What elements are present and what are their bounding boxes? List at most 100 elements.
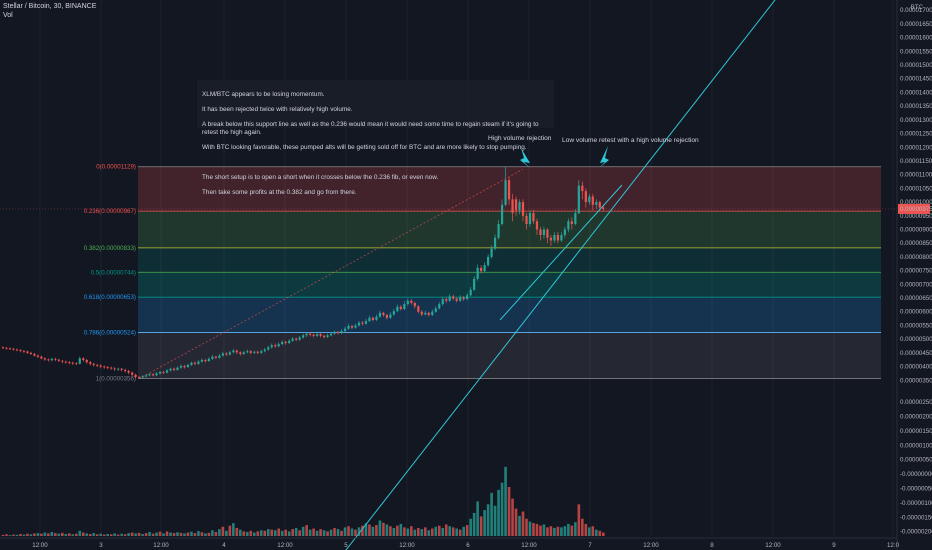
candle-body [155,373,158,376]
candle-body [12,348,15,350]
high-volume-callout[interactable]: High volume rejection [488,135,552,142]
volume-bar [423,527,427,536]
candle-body [113,368,116,370]
candle-body [19,350,22,351]
low-volume-callout[interactable]: Low volume retest with a high volume rej… [562,137,699,144]
candle-body [382,312,385,316]
volume-bar [85,533,89,536]
volume-bar [47,533,50,536]
candle-body [141,376,144,378]
note-line: The short setup is to open a short when … [202,174,439,182]
volume-bar [68,533,71,536]
volume-bar [280,530,284,536]
candle-body [567,221,570,230]
candle-body [260,351,263,353]
note-line: XLM/BTC appears to be losing momentum. [202,90,325,98]
volume-bar [22,534,26,536]
volume-bar [312,528,315,536]
volume-bar [574,522,577,536]
volume-bar [54,533,57,536]
volume-bar [109,534,113,536]
volume-bar [5,534,8,536]
candle-body [385,315,388,318]
support-trend-line [499,184,623,321]
volume-bar [277,528,281,536]
volume-bar [211,530,214,536]
candle-body [232,350,235,353]
volume-bar [385,524,389,536]
candle-body [190,362,193,365]
note-line: A break below this support line as well … [202,120,539,136]
volume-bar [259,530,263,536]
volume-bar [15,534,19,536]
volume-bar [204,533,207,536]
volume-bar [305,525,308,536]
candle-body [319,334,322,336]
volume-bar [301,526,305,536]
volume-bar [179,532,183,536]
price-tick-label: 0.00001150 [900,158,932,165]
candle-body [54,358,57,360]
volume-bar [165,531,169,536]
candle-body [68,362,71,363]
candle-body [228,352,231,355]
candle-body [263,349,266,352]
candle-body [577,185,580,214]
candle-body [256,351,259,353]
candle-body [144,375,148,377]
volume-bar [287,531,291,536]
volume-bar [581,518,584,536]
candle-body [480,267,483,272]
candle-body [595,202,598,205]
volume-bar [113,533,116,536]
candle-body [570,221,573,225]
volume-bar [235,527,239,536]
candle-body [151,374,155,376]
fib-level-label: 0.618(0.00000653) [84,294,136,301]
price-tick-label: 0.00000850 [900,240,932,247]
candle-body [298,337,301,340]
candle-body [312,334,315,336]
candle-body [26,351,29,353]
volume-bar [403,527,406,536]
candle-body [514,199,518,211]
volume-bar [500,482,504,536]
candle-body [403,304,406,309]
volume-bar [518,515,521,536]
volume-bar [514,508,518,536]
volume-tick-label: -0.00000100 [900,500,932,507]
volume-bar [479,516,483,536]
candle-body [176,367,179,370]
analysis-note[interactable]: XLM/BTC appears to be losing momentum. I… [197,80,554,196]
volume-bar [74,533,78,536]
time-tick-label: 3 [99,542,103,549]
candle-body [131,372,134,375]
volume-bar [417,527,420,536]
volume-tick-label: 0.00000150 [900,428,932,435]
price-tick-label: 0.00000750 [900,268,932,275]
volume-bar [378,520,382,536]
volume-bar [507,487,511,536]
fib-zone [138,272,881,298]
volume-bar [350,528,354,536]
volume-bar [458,529,462,536]
volume-tick-label: 0.00000050 [900,457,932,464]
candle-body [563,229,566,235]
price-tag-background [898,203,930,214]
volume-bar [308,529,312,536]
candle-body [47,359,50,361]
volume-bar [497,489,500,536]
candle-body [281,341,284,345]
volume-bar [319,529,322,536]
note-line [202,159,549,167]
candle-body [305,333,308,336]
candle-body [295,338,298,340]
volume-bar [148,531,151,536]
volume-bar [197,531,200,536]
time-tick-label: 12:00 [399,542,415,549]
volume-tick-label: 0.00000100 [900,442,932,449]
volume-bar [343,527,347,536]
price-tick-label: 0.00000700 [900,281,932,288]
